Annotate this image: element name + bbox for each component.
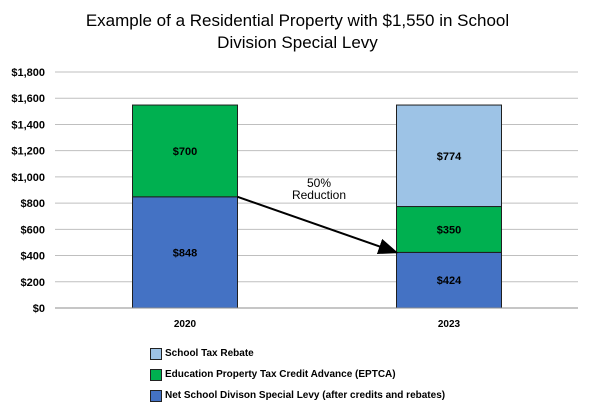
legend-item-eptca: Education Property Tax Credit Advance (E…	[150, 364, 445, 385]
y-tick-label: $1,800	[11, 67, 45, 79]
x-tick-label: 2020	[174, 319, 197, 330]
annotation-text: Reduction	[292, 188, 346, 202]
bar-segment	[396, 251, 502, 309]
data-label: $424	[437, 275, 462, 287]
legend: School Tax Rebate Education Property Tax…	[150, 343, 445, 406]
data-label: $350	[437, 224, 461, 236]
annotation-text: 50%	[307, 176, 331, 190]
legend-item-school-tax-rebate: School Tax Rebate	[150, 343, 445, 364]
y-tick-label: $1,200	[11, 146, 45, 158]
chart-title-line-1: Example of a Residential Property with $…	[85, 11, 510, 30]
x-tick-label: 2023	[438, 319, 461, 330]
legend-swatch-net-levy	[150, 389, 162, 402]
y-tick-label: $800	[21, 198, 45, 210]
legend-swatch-eptca	[150, 368, 162, 381]
chart-title-line-2: Division Special Levy	[217, 33, 378, 52]
bar-segment	[396, 206, 502, 253]
bar-segment	[132, 104, 238, 198]
y-tick-label: $200	[21, 277, 45, 289]
y-tick-label: $0	[33, 303, 45, 315]
bar-segment	[132, 196, 238, 309]
data-label: $700	[173, 146, 197, 158]
y-tick-label: $400	[21, 251, 45, 263]
bar-segment	[396, 104, 502, 208]
reduction-arrow	[237, 195, 399, 255]
legend-label-net-levy: Net School Divison Special Levy (after c…	[165, 390, 446, 401]
legend-item-net-levy: Net School Divison Special Levy (after c…	[150, 385, 445, 406]
chart-title: Example of a Residential Property with $…	[0, 10, 595, 54]
data-label: $848	[173, 247, 197, 259]
y-tick-label: $1,600	[11, 93, 45, 105]
legend-label-school-tax-rebate: School Tax Rebate	[165, 348, 254, 359]
y-tick-label: $600	[21, 224, 45, 236]
y-tick-label: $1,000	[11, 172, 45, 184]
data-label: $774	[437, 151, 462, 163]
legend-label-eptca: Education Property Tax Credit Advance (E…	[165, 369, 396, 380]
y-tick-label: $1,400	[11, 119, 45, 131]
legend-swatch-school-tax-rebate	[150, 347, 162, 360]
